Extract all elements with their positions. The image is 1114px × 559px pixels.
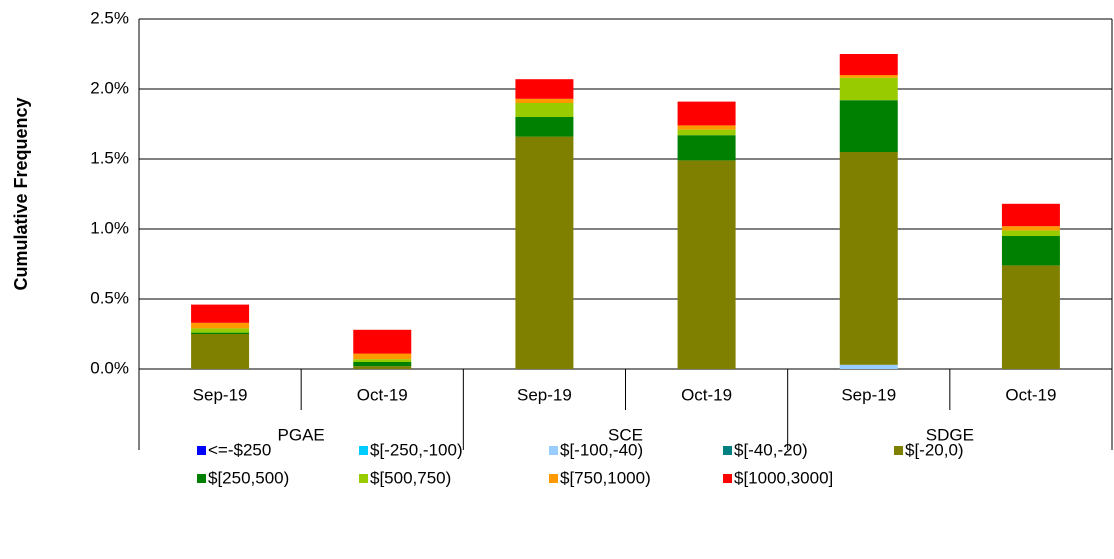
bar-segment: [839, 152, 898, 365]
y-tick-label: 1.5%: [90, 148, 129, 167]
x-tick-label: Sep-19: [517, 385, 572, 404]
x-tick-label: Oct-19: [1005, 385, 1056, 404]
group-label: SDGE: [926, 425, 974, 444]
bar-segment: [839, 77, 898, 101]
bar-segment: [191, 334, 250, 369]
legend-swatch: [359, 474, 368, 483]
bar-segment: [1001, 226, 1060, 231]
legend-label: $[750,1000): [560, 468, 651, 487]
legend-label: <=-$250: [208, 440, 271, 459]
bar-segment: [191, 332, 250, 334]
bar-segment: [839, 54, 898, 75]
bar-segment: [677, 129, 736, 136]
bar-segment: [353, 329, 412, 354]
legend-swatch: [197, 446, 206, 455]
bar-segment: [677, 101, 736, 126]
bar-segment: [1001, 203, 1060, 227]
bar-segment: [677, 160, 736, 369]
x-tick-label: Oct-19: [357, 385, 408, 404]
legend-label: $[1000,3000]: [734, 468, 833, 487]
bar-segment: [353, 359, 412, 362]
legend-label: $[-40,-20): [734, 440, 808, 459]
bar-segment: [353, 362, 412, 367]
bar-segment: [515, 117, 574, 137]
bar-segment: [515, 98, 574, 103]
group-label: PGAE: [278, 425, 325, 444]
bar-segment: [191, 322, 250, 329]
x-tick-label: Sep-19: [841, 385, 896, 404]
x-tick-label: Sep-19: [193, 385, 248, 404]
bar-segment: [191, 328, 250, 333]
legend-swatch: [894, 446, 903, 455]
legend-swatch: [723, 446, 732, 455]
bar-segment: [1001, 236, 1060, 266]
bar-segment: [515, 79, 574, 99]
bar-segment: [515, 103, 574, 117]
bar-segment: [839, 100, 898, 152]
legend-swatch: [359, 446, 368, 455]
legend-swatch: [549, 446, 558, 455]
legend-swatch: [723, 474, 732, 483]
y-tick-label: 1.0%: [90, 218, 129, 237]
bar-segment: [515, 136, 574, 369]
y-tick-label: 2.0%: [90, 78, 129, 97]
bar-segment: [191, 304, 250, 323]
legend-label: $[-250,-100): [370, 440, 463, 459]
bar-segment: [1001, 230, 1060, 236]
x-tick-label: Oct-19: [681, 385, 732, 404]
bar-segment: [839, 364, 898, 369]
legend-label: $[250,500): [208, 468, 289, 487]
y-tick-label: 0.5%: [90, 288, 129, 307]
legend-swatch: [549, 474, 558, 483]
bar-segment: [353, 353, 412, 360]
y-tick-label: 0.0%: [90, 358, 129, 377]
y-tick-label: 2.5%: [90, 8, 129, 27]
legend-swatch: [197, 474, 206, 483]
bar-segment: [1001, 265, 1060, 369]
bar-segment: [839, 75, 898, 78]
legend-label: $[-20,0): [905, 440, 964, 459]
y-axis-title: Cumulative Frequency: [11, 97, 31, 290]
bar-segment: [677, 125, 736, 130]
legend-label: $[500,750): [370, 468, 451, 487]
bar-segment: [677, 135, 736, 161]
group-label: SCE: [608, 425, 643, 444]
bar-segment: [353, 366, 412, 369]
legend-label: $[-100,-40): [560, 440, 643, 459]
